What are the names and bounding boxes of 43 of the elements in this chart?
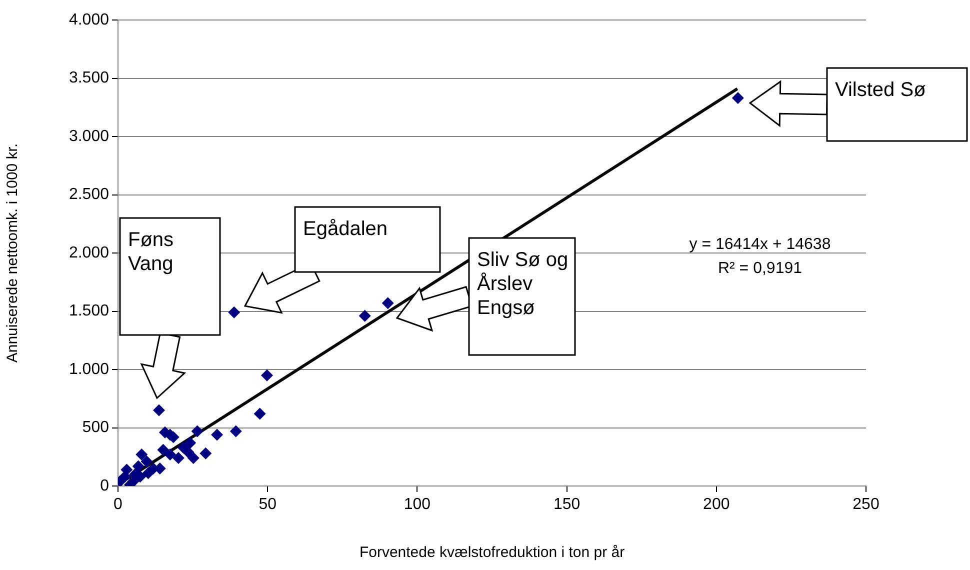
x-tick-label: 100 [404,496,431,514]
y-tick-label: 4.000 [68,11,110,28]
y-tick-label: 0 [100,477,110,494]
point [184,436,196,449]
y-tick-label: 1.000 [68,360,110,378]
x-tick-label: 200 [703,496,730,514]
point [157,444,170,456]
annotation: Føns Vang [128,228,175,276]
point [382,297,394,310]
point [358,310,371,322]
annotation: R² = 0,9191 [716,259,804,279]
point [228,306,240,318]
y-axis-title: Annuiserede nettoomk. i 1000 kr. [4,143,22,363]
x-tick-label: 250 [852,496,880,514]
y-tick-label: 2.500 [68,186,110,204]
point [200,447,212,460]
point [211,428,224,441]
y-tick-label: 1.500 [68,302,110,320]
x-tick-label: 0 [114,496,123,514]
point [136,448,148,461]
point [254,408,266,420]
x-tick-label: 150 [553,496,580,514]
point [172,452,184,464]
annotation: Vilsted Sø [835,78,927,102]
point [732,92,744,104]
y-tick-label: 3.500 [68,70,110,87]
point [142,467,154,480]
point [182,446,194,458]
x-tick-label: 50 [258,496,277,514]
annotation: y = 16414x + 14638 [688,235,832,255]
annotation: Egådalen [303,217,389,241]
point [132,460,144,472]
point [230,425,242,438]
y-tick-label: 2.000 [68,244,110,262]
point [261,369,273,382]
x-axis-title: Forventede kvælstofreduktion i ton pr år [359,544,625,562]
y-tick-label: 3.000 [68,128,110,145]
point [191,425,204,438]
point [140,456,153,468]
point [164,448,176,461]
point [152,404,165,416]
y-tick-label: 500 [82,419,110,436]
annotation: Sliv Sø og Årslev Engsø [477,248,569,320]
